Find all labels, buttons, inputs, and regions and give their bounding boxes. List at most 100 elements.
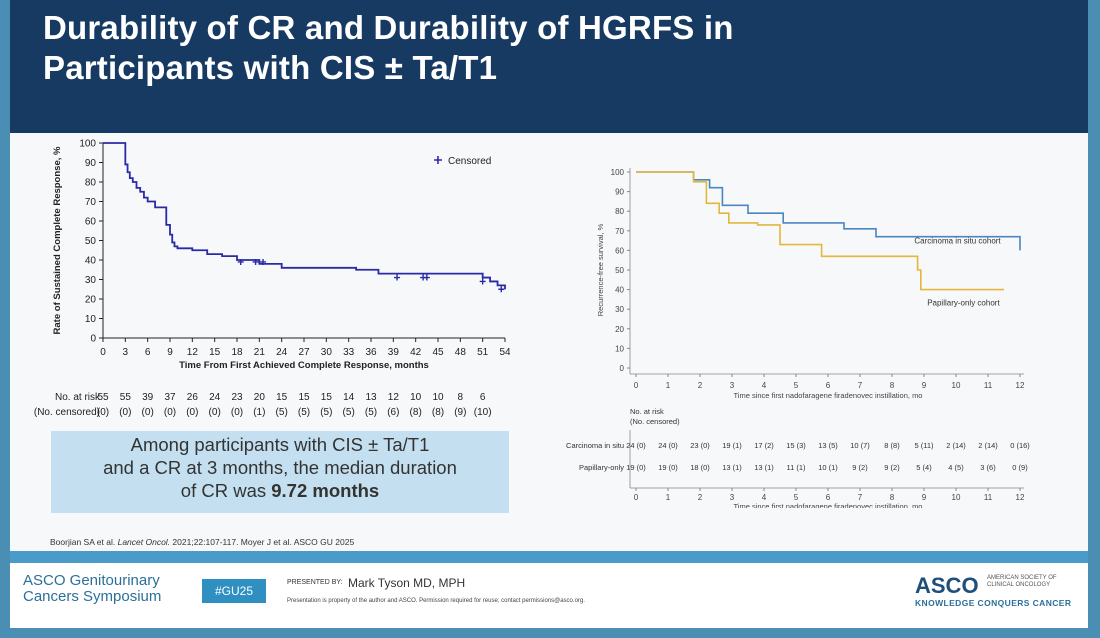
x-tick-label: 2 bbox=[698, 381, 703, 390]
censored-value: (0) bbox=[142, 407, 154, 418]
risk-cell: 9 (2) bbox=[884, 463, 900, 472]
x-tick-label: 33 bbox=[343, 347, 355, 358]
censored-value: (0) bbox=[186, 407, 198, 418]
y-tick-label: 60 bbox=[85, 217, 97, 228]
y-axis-title: Recurrence-free survival, % bbox=[596, 223, 605, 316]
risk-x-tick-label: 6 bbox=[826, 493, 831, 502]
x-tick-label: 48 bbox=[455, 347, 467, 358]
censored-value: (5) bbox=[365, 407, 377, 418]
y-tick-label: 50 bbox=[85, 236, 97, 247]
risk-cell: 13 (5) bbox=[818, 441, 838, 450]
censor-mark bbox=[479, 278, 486, 285]
risk-cell: 8 (8) bbox=[884, 441, 900, 450]
y-tick-label: 0 bbox=[90, 334, 96, 345]
y-tick-label: 100 bbox=[611, 168, 625, 177]
reference-journal: Lancet Oncol. bbox=[117, 537, 171, 547]
x-tick-label: 12 bbox=[187, 347, 199, 358]
slide-footer: ASCO Genitourinary Cancers Symposium #GU… bbox=[10, 563, 1088, 628]
x-tick-label: 39 bbox=[388, 347, 400, 358]
risk-x-tick-label: 10 bbox=[952, 493, 961, 502]
papillary-cohort-label: Papillary-only cohort bbox=[927, 298, 1000, 307]
summary-callout: Among participants with CIS ± Ta/T1 and … bbox=[51, 431, 509, 513]
x-tick-label: 30 bbox=[321, 347, 333, 358]
risk-value: 13 bbox=[365, 392, 377, 403]
cr-risk-table: No. at risk (No. censored) 55 (0) 55 (0) 39 (0)… bbox=[34, 392, 492, 418]
y-tick-label: 50 bbox=[615, 266, 624, 275]
censored-value: (5) bbox=[298, 407, 310, 418]
reference-part2: 2021;22:107-117. Moyer J et al. ASCO GU … bbox=[172, 537, 355, 547]
risk-header: No. at risk bbox=[630, 407, 664, 416]
summary-line1: Among participants with CIS ± Ta/T1 bbox=[130, 434, 430, 455]
censored-value: (0) bbox=[209, 407, 221, 418]
risk-cell: 19 (0) bbox=[626, 463, 646, 472]
risk-cell: 10 (1) bbox=[818, 463, 838, 472]
y-tick-label: 0 bbox=[620, 364, 625, 373]
y-tick-label: 40 bbox=[615, 286, 624, 295]
x-tick-label: 9 bbox=[922, 381, 927, 390]
y-tick-label: 10 bbox=[615, 344, 624, 353]
risk-cell: 17 (2) bbox=[754, 441, 774, 450]
risk-value: 23 bbox=[231, 392, 243, 403]
summary-line3-prefix: of CR was bbox=[180, 480, 267, 501]
risk-x-tick-label: 0 bbox=[634, 493, 639, 502]
x-tick-label: 18 bbox=[231, 347, 243, 358]
x-axis-title: Time From First Achieved Complete Respon… bbox=[179, 360, 429, 371]
risk-cell: 24 (0) bbox=[658, 441, 678, 450]
x-tick-label: 6 bbox=[145, 347, 151, 358]
censored-value: (5) bbox=[320, 407, 332, 418]
slide-title: Durability of CR and Durability of HGRFS… bbox=[43, 8, 734, 88]
x-tick-label: 3 bbox=[730, 381, 735, 390]
risk-row-label: No. at risk bbox=[55, 392, 101, 403]
x-tick-label: 24 bbox=[276, 347, 288, 358]
risk-value: 20 bbox=[254, 392, 266, 403]
presenter-name: Mark Tyson MD, MPH bbox=[348, 576, 466, 590]
censored-value: (0) bbox=[164, 407, 176, 418]
x-tick-label: 7 bbox=[858, 381, 863, 390]
gu-symposium-line2: Cancers Symposium bbox=[23, 588, 162, 605]
x-tick-label: 6 bbox=[826, 381, 831, 390]
risk-cell: 13 (1) bbox=[722, 463, 742, 472]
y-tick-label: 60 bbox=[615, 246, 624, 255]
risk-row-label-cis: Carcinoma in situ bbox=[566, 441, 624, 450]
y-tick-label: 20 bbox=[85, 295, 97, 306]
censored-row-label: (No. censored) bbox=[34, 407, 100, 418]
risk-cell: 0 (9) bbox=[1012, 463, 1028, 472]
risk-value: 10 bbox=[432, 392, 444, 403]
x-tick-label: 11 bbox=[984, 381, 993, 390]
censored-value: (5) bbox=[276, 407, 288, 418]
slide-title-line2: Participants with CIS ± Ta/T1 bbox=[43, 49, 498, 86]
x-tick-label: 3 bbox=[123, 347, 129, 358]
risk-header-sub: (No. censored) bbox=[630, 417, 680, 426]
gu-symposium-logo: ASCO Genitourinary Cancers Symposium bbox=[23, 573, 161, 605]
x-tick-label: 9 bbox=[167, 347, 173, 358]
risk-x-tick-label: 7 bbox=[858, 493, 863, 502]
risk-value: 14 bbox=[343, 392, 355, 403]
x-tick-label: 36 bbox=[365, 347, 377, 358]
censor-mark bbox=[237, 258, 244, 265]
y-tick-label: 40 bbox=[85, 256, 97, 267]
risk-cell: 24 (0) bbox=[626, 441, 646, 450]
y-tick-label: 30 bbox=[615, 305, 624, 314]
risk-value: 55 bbox=[120, 392, 132, 403]
censored-value: (0) bbox=[119, 407, 131, 418]
y-tick-label: 100 bbox=[79, 139, 96, 150]
risk-cell: 3 (6) bbox=[980, 463, 996, 472]
risk-x-tick-label: 11 bbox=[984, 493, 993, 502]
risk-cell: 0 (16) bbox=[1010, 441, 1030, 450]
risk-x-tick-label: 3 bbox=[730, 493, 735, 502]
risk-cell: 2 (14) bbox=[978, 441, 998, 450]
risk-cell: 23 (0) bbox=[690, 441, 710, 450]
risk-cell: 10 (7) bbox=[850, 441, 870, 450]
x-tick-label: 15 bbox=[209, 347, 221, 358]
slide-title-line1: Durability of CR and Durability of HGRFS… bbox=[43, 9, 734, 46]
censored-value: (5) bbox=[343, 407, 355, 418]
risk-row-label-papillary: Papillary-only bbox=[579, 463, 624, 472]
risk-value: 8 bbox=[458, 392, 464, 403]
risk-value: 55 bbox=[97, 392, 109, 403]
asco-society-name: AMERICAN SOCIETY OF CLINICAL ONCOLOGY bbox=[987, 575, 1057, 588]
risk-value: 24 bbox=[209, 392, 221, 403]
slide: Durability of CR and Durability of HGRFS… bbox=[10, 0, 1088, 628]
y-tick-label: 90 bbox=[85, 158, 97, 169]
x-tick-label: 10 bbox=[952, 381, 961, 390]
cis-cohort-curve bbox=[636, 171, 1021, 251]
